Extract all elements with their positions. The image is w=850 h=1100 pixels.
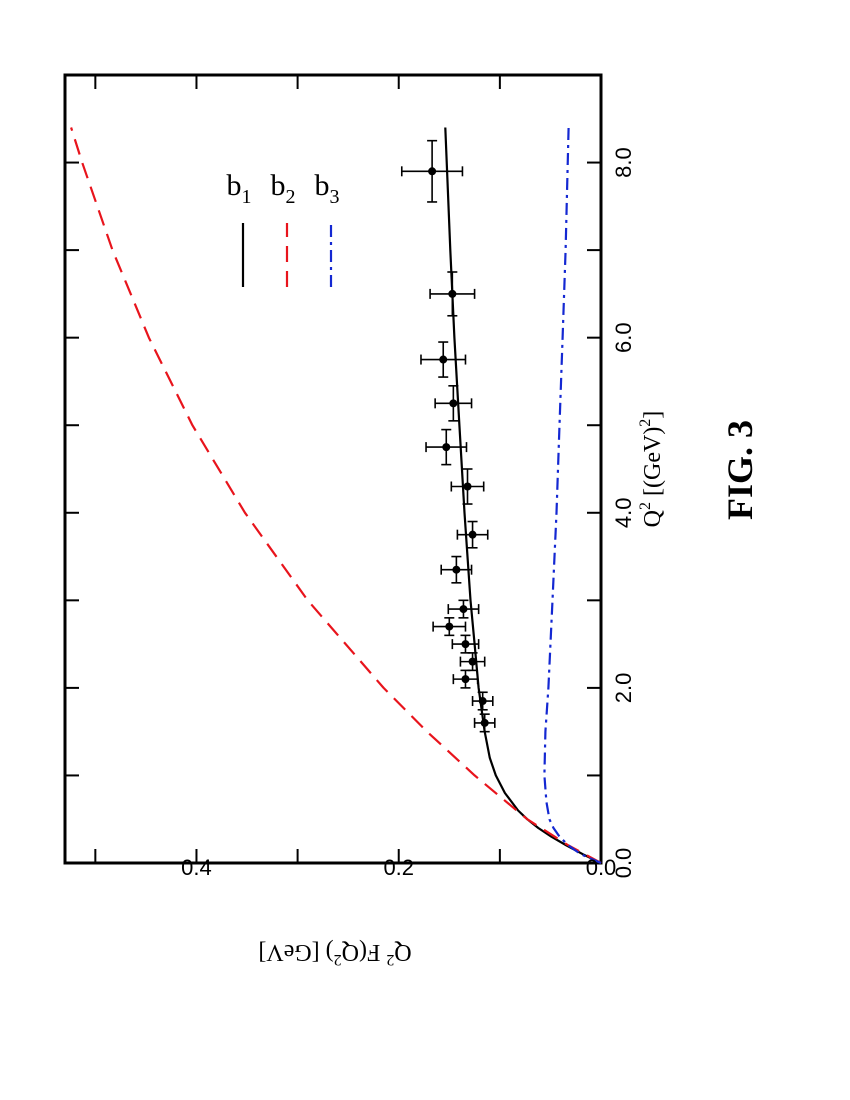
chart-rotated: 0.0 2.0 4.0 6.0 8.0 0.0 0.2 0.4 Q2 [(GeV)2] b1…	[63, 73, 666, 880]
plot-frame	[63, 73, 603, 865]
data-point-group	[452, 669, 479, 689]
data-point	[428, 167, 437, 176]
y-axis-title-group: Q2 F(Q2) [GeV]	[258, 939, 411, 968]
legend-label-b2: b2	[271, 169, 296, 208]
x-tick-label: 6.0	[611, 322, 636, 353]
data-point-group	[459, 652, 486, 672]
x-tick-label: 4.0	[611, 497, 636, 528]
series-curves	[70, 127, 602, 865]
data-point-group	[420, 341, 467, 378]
legend-label-group: b2	[271, 169, 296, 208]
legend-label-b3: b3	[315, 169, 340, 208]
x-tick-labels: 0.0 2.0 4.0 6.0 8.0	[611, 147, 636, 878]
data-point	[468, 530, 477, 539]
data-point-group	[432, 617, 467, 637]
data-point	[480, 718, 489, 727]
y-tick-label: 0.0	[586, 855, 617, 880]
x-axis-ticks	[65, 161, 601, 864]
data-point	[442, 443, 451, 452]
data-point	[449, 399, 458, 408]
data-point	[452, 565, 461, 574]
data-point-group	[451, 634, 480, 654]
x-tick-label: 0.0	[611, 848, 636, 879]
data-point	[463, 482, 472, 491]
data-point	[445, 622, 454, 631]
legend-label-group: b3	[315, 169, 340, 208]
figure-caption: FIG. 3	[720, 420, 760, 520]
data-point-group	[429, 271, 476, 317]
data-points	[400, 139, 496, 733]
data-point	[448, 289, 457, 298]
y-tick-labels: 0.0 0.2 0.4	[181, 855, 616, 880]
data-point	[468, 657, 477, 666]
legend-label-group: b1	[227, 169, 252, 208]
data-point	[461, 640, 470, 649]
y-tick-label: 0.4	[181, 855, 212, 880]
data-point-group	[425, 428, 468, 466]
data-point-group	[434, 385, 473, 422]
legend: b1 b2 b3	[227, 169, 340, 287]
y-tick-label: 0.2	[383, 855, 414, 880]
series-line-b2	[70, 127, 602, 864]
data-point-group	[473, 713, 496, 733]
data-point	[478, 697, 487, 706]
caption-group: FIG. 3	[720, 420, 760, 520]
data-point-group	[440, 555, 473, 584]
data-point	[461, 675, 470, 684]
x-tick-label: 2.0	[611, 673, 636, 704]
legend-label-b1: b1	[227, 169, 252, 208]
x-axis-title: Q2 [(GeV)2]	[637, 411, 666, 528]
y-axis-title: Q2 F(Q2) [GeV]	[258, 939, 411, 968]
data-point-group	[450, 468, 485, 505]
series-line-b1	[444, 127, 602, 864]
y-tick-label-group: 0.0	[586, 855, 617, 880]
data-point-group	[471, 691, 494, 711]
data-point-group	[400, 139, 464, 203]
y-tick-label-group: 0.4	[181, 855, 212, 880]
data-point	[459, 605, 468, 614]
y-tick-label-group: 0.2	[383, 855, 414, 880]
data-point-group	[447, 599, 480, 619]
series-line-b3	[543, 127, 602, 865]
y-axis-ticks	[94, 75, 602, 863]
data-point-group	[456, 520, 489, 549]
data-point	[439, 355, 448, 364]
x-tick-label: 8.0	[611, 147, 636, 178]
